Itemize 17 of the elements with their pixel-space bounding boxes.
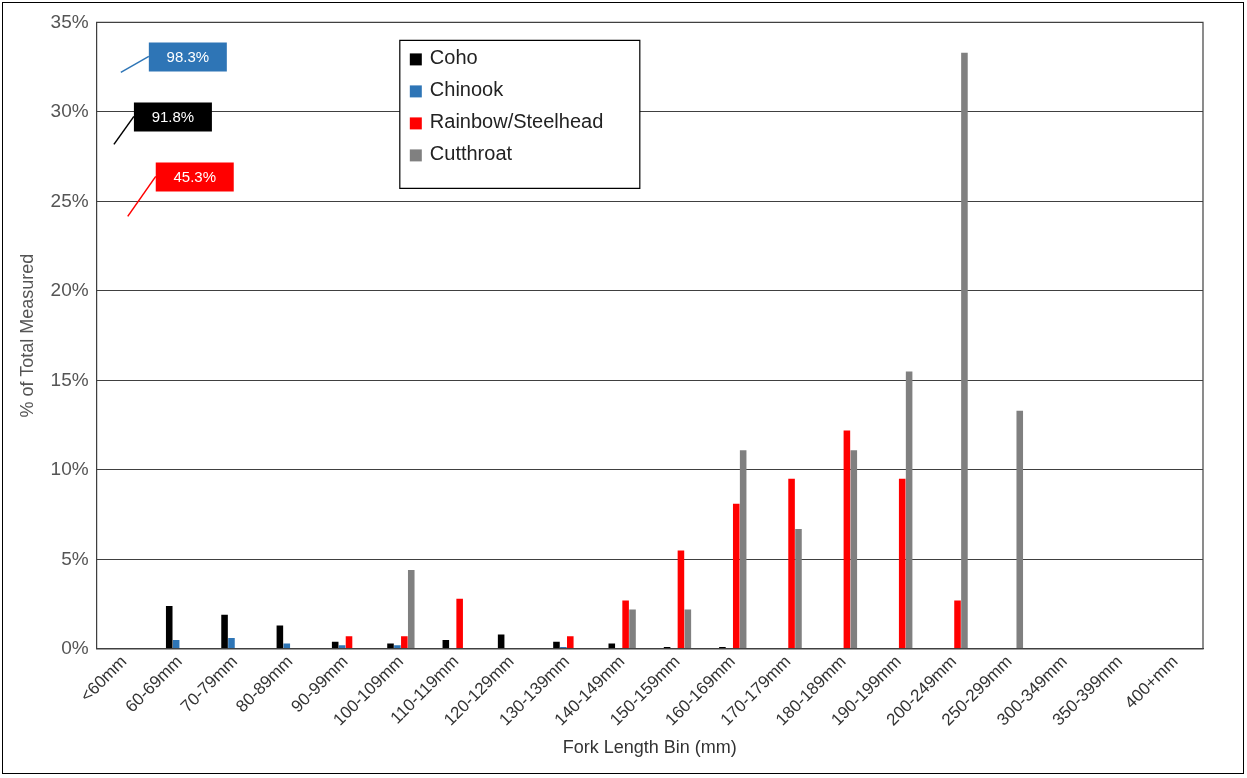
- text: 91.8%: [151, 107, 195, 125]
- y-tick-label: 0%: [61, 637, 89, 659]
- legend-label: Coho: [429, 45, 478, 68]
- y-tick-label: 15%: [50, 368, 89, 390]
- text: 98.3%: [166, 47, 210, 65]
- text: 45.3%: [173, 167, 217, 185]
- legend-label: Chinook: [429, 77, 505, 100]
- y-tick-label: 25%: [50, 189, 89, 211]
- legend-label: Rainbow/Steelhead: [429, 109, 604, 132]
- x-axis-title: Fork Length Bin (mm): [562, 737, 737, 758]
- legend-label: Cutthroat: [429, 141, 513, 164]
- y-tick-label: 30%: [50, 100, 89, 122]
- y-tick-label: 35%: [50, 10, 89, 32]
- y-tick-label: 10%: [50, 458, 89, 480]
- y-tick-label: 5%: [61, 547, 89, 569]
- y-tick-label: 20%: [50, 279, 89, 301]
- y-axis-title: % of Total Measured: [16, 253, 37, 418]
